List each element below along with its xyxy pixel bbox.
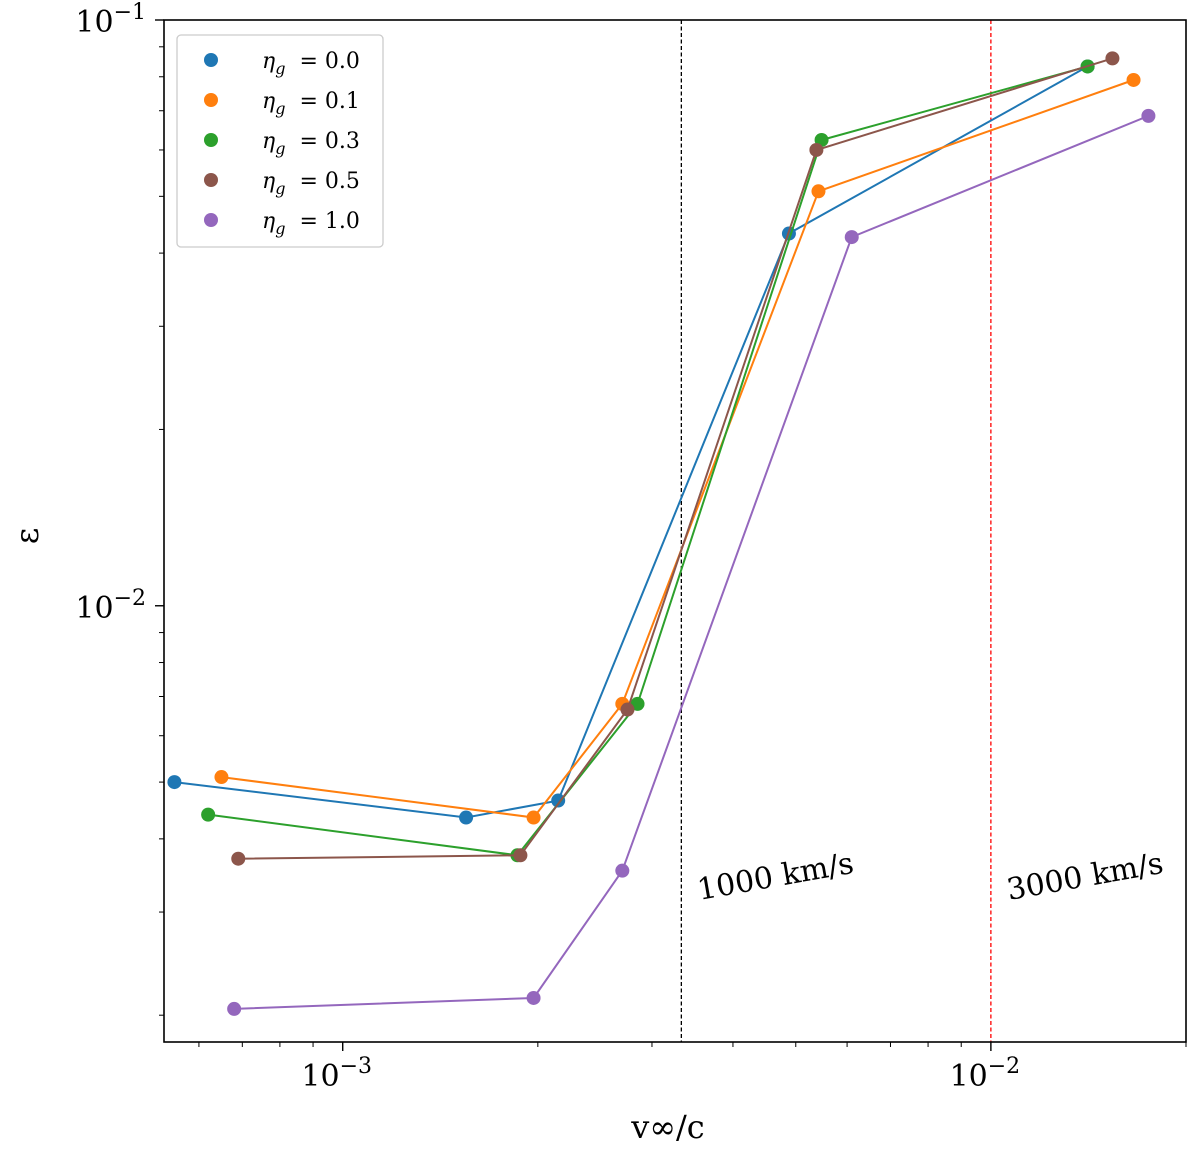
data-point [811, 184, 826, 199]
data-point [1105, 51, 1120, 66]
data-point [809, 142, 824, 157]
legend-box [176, 34, 384, 248]
y-tick-label: 10−1 [75, 0, 146, 40]
reference-lines: 1000 km/s 3000 km/s [680, 20, 1166, 1042]
data-point [615, 863, 630, 878]
data-point [214, 770, 229, 785]
data-point [526, 810, 541, 825]
data-point [459, 810, 474, 825]
y-tick-label: 10−2 [75, 586, 146, 626]
plot-frame [163, 19, 1187, 1043]
legend-marker [204, 213, 218, 227]
data-point [844, 230, 859, 245]
x-axis-label: v∞/c [630, 1108, 704, 1146]
series-layer [167, 51, 1156, 1016]
data-point [201, 807, 216, 822]
legend-label: ηg = 1.0 [262, 209, 360, 238]
data-point [1141, 108, 1156, 123]
data-point [231, 851, 246, 866]
vline-label-1: 3000 km/s [1004, 846, 1166, 908]
x-tick-label: 10−2 [950, 1054, 1021, 1094]
data-point [227, 1001, 242, 1016]
legend-marker [204, 133, 218, 147]
legend: ηg = 0.0 ηg = 0.1 ηg = 0.3 ηg = 0.5 ηg = 1.0 [176, 34, 384, 248]
legend-label: ηg = 0.5 [262, 169, 360, 198]
legend-label: ηg = 0.1 [262, 89, 360, 118]
legend-label: ηg = 0.0 [262, 49, 360, 78]
legend-marker [204, 53, 218, 67]
data-point [1126, 72, 1141, 87]
vline-label-0: 1000 km/s [695, 846, 857, 908]
data-point [526, 990, 541, 1005]
y-axis-label: ε [8, 528, 46, 545]
x-axis: 10−3 10−2 [198, 1042, 1187, 1094]
data-point [513, 848, 528, 863]
legend-label: ηg = 0.3 [262, 129, 360, 158]
y-axis: 10−2 10−1 [75, 0, 164, 1016]
data-point [167, 775, 182, 790]
legend-marker [204, 93, 218, 107]
legend-marker [204, 173, 218, 187]
x-tick-label: 10−3 [301, 1054, 372, 1094]
data-point [551, 793, 566, 808]
data-point [620, 702, 635, 717]
